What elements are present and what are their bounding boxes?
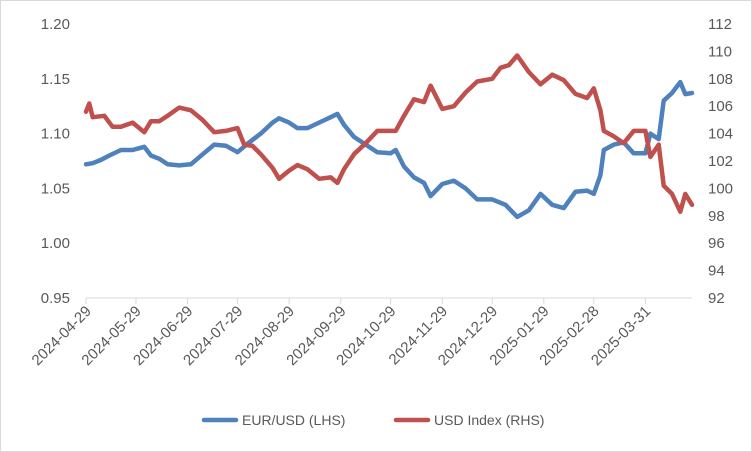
series-line-eur-usd: [83, 79, 695, 220]
y-right-tick-label: 100: [708, 180, 733, 197]
y-right-tick-label: 104: [708, 126, 733, 143]
legend: EUR/USD (LHS) USD Index (RHS): [201, 412, 544, 428]
y-right-tick-label: 102: [708, 153, 733, 170]
y-right-tick-label: 110: [708, 43, 732, 60]
y-left-tick-label: 0.95: [41, 290, 70, 307]
y-left-tick-label: 1.05: [41, 180, 70, 197]
series-line-usd-index: [83, 53, 695, 214]
series-layer: [83, 53, 695, 220]
y-right-tick-label: 112: [708, 16, 732, 33]
y-left-tick-label: 1.20: [41, 16, 70, 33]
y-left-tick-label: 1.10: [41, 126, 70, 143]
legend-label: EUR/USD (LHS): [242, 412, 345, 428]
y-right-tick-label: 92: [708, 290, 725, 307]
y-left-tick-label: 1.15: [41, 71, 70, 88]
y-right-tick-label: 94: [708, 263, 725, 280]
y-left-axis: 0.95 1.00 1.05 1.10 1.15 1.20: [41, 16, 70, 307]
y-right-tick-label: 106: [708, 98, 733, 115]
y-right-tick-label: 98: [708, 208, 725, 225]
y-left-tick-label: 1.00: [41, 235, 70, 252]
y-right-tick-label: 108: [708, 71, 733, 88]
x-axis: 2024-04-292024-05-292024-06-292024-07-29…: [29, 297, 692, 369]
legend-label: USD Index (RHS): [434, 412, 544, 428]
y-right-axis: 92 94 96 98 100 102 104 106 108 110 112: [708, 16, 733, 307]
y-right-tick-label: 96: [708, 235, 725, 252]
